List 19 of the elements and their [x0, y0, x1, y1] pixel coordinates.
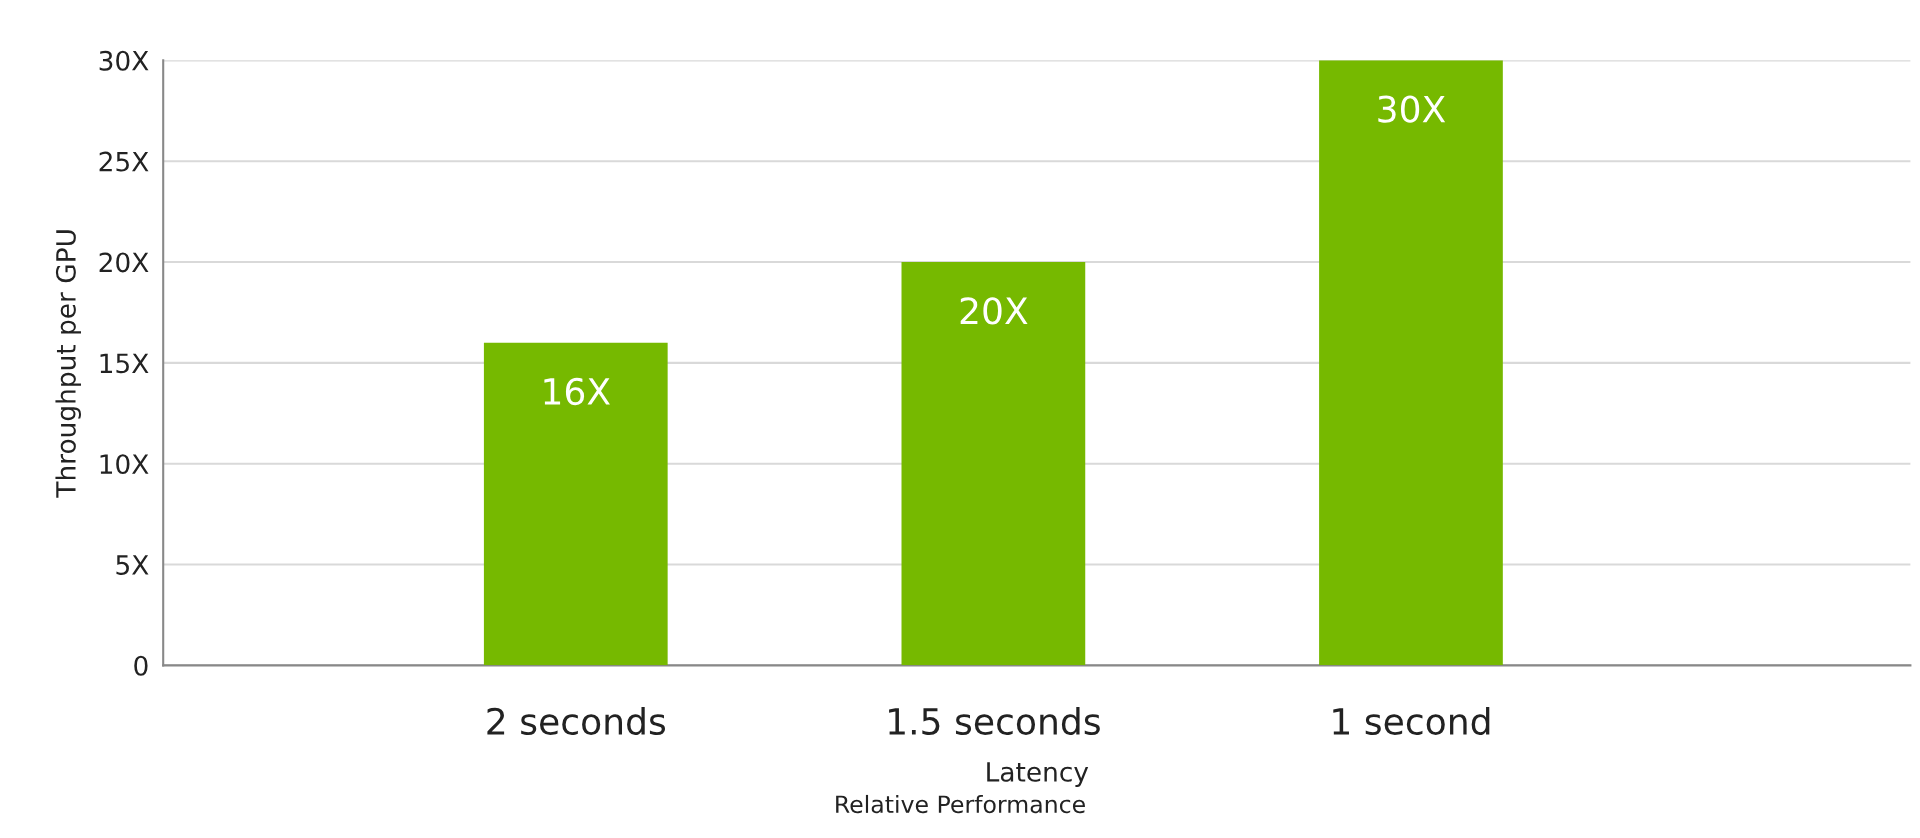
bar — [483, 342, 668, 666]
x-tick-label: 2 seconds — [487, 707, 666, 735]
x-axis-title: Latency — [987, 762, 1089, 787]
y-tick-label: 5X — [116, 555, 149, 575]
data-label: 30X — [1378, 95, 1446, 123]
x-tick-label: 1.5 seconds — [889, 707, 1100, 735]
y-tick-label: 30X — [99, 50, 149, 71]
data-label: 16X — [544, 377, 610, 406]
y-axis-title: Throughput per GPU — [55, 230, 81, 498]
text: Relative Performance — [836, 794, 1085, 814]
bar — [1319, 60, 1503, 666]
y-tick-label: 10X — [100, 454, 149, 475]
bar — [901, 262, 1086, 666]
y-tick-label: 20X — [99, 252, 149, 273]
y-tick-label: 0 — [134, 655, 148, 676]
y-tick-label: 25X — [99, 151, 149, 172]
x-tick-label: 1 second — [1333, 707, 1490, 735]
y-tick-label: 15X — [100, 353, 149, 374]
data-label: 20X — [960, 297, 1028, 325]
